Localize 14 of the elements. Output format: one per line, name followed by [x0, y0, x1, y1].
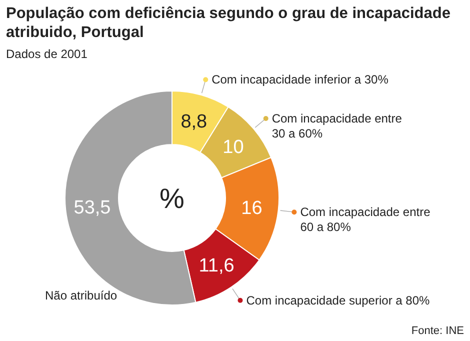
- legend-label: Com incapacidade entre 30 a 60%: [272, 111, 402, 140]
- data-label: 10: [222, 136, 244, 158]
- legend-label: Com incapacidade entre 60 a 80%: [300, 205, 431, 234]
- slice-label: Não atribuído: [45, 288, 118, 303]
- data-label: 8,8: [180, 111, 208, 132]
- chart-title: População com deficiência segundo o grau de incapacidade atribuido, Portugal: [6, 5, 451, 41]
- legend-label: Com incapacidade superior a 80%: [246, 293, 430, 308]
- source-note: Fonte: INE: [411, 325, 464, 337]
- data-label: 53,5: [74, 198, 111, 219]
- data-label: 16: [241, 198, 262, 219]
- legend-label: Com incapacidade inferior a 30%: [212, 72, 389, 87]
- chart-subtitle: Dados de 2001: [6, 47, 88, 61]
- text: %: [160, 182, 184, 214]
- data-label: 11,6: [198, 255, 234, 276]
